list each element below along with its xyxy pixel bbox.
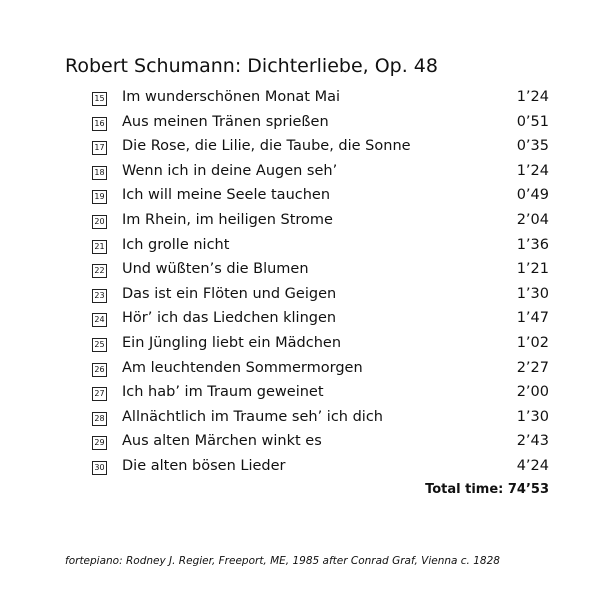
track-title: Aus alten Märchen winkt es bbox=[122, 433, 322, 450]
track-row: 19 Ich will meine Seele tauchen 0’49 bbox=[92, 187, 549, 209]
track-title: Ich hab’ im Traum geweinet bbox=[122, 384, 324, 401]
track-row: 23 Das ist ein Flöten und Geigen 1’30 bbox=[92, 286, 549, 308]
album-title: Robert Schumann: Dichterliebe, Op. 48 bbox=[65, 55, 438, 77]
track-number: 30 bbox=[92, 461, 107, 475]
track-number: 24 bbox=[92, 313, 107, 328]
track-row: 27 Ich hab’ im Traum geweinet 2’00 bbox=[92, 384, 549, 406]
track-duration: 2’00 bbox=[516, 384, 549, 401]
track-duration: 1’30 bbox=[516, 285, 549, 302]
track-title: Und wüßten’s die Blumen bbox=[122, 261, 309, 278]
track-row: 26 Am leuchtenden Sommermorgen 2’27 bbox=[92, 360, 549, 382]
track-number: 20 bbox=[92, 215, 107, 229]
track-row: 25 Ein Jüngling liebt ein Mädchen 1’02 bbox=[92, 335, 549, 357]
track-duration: 1’24 bbox=[516, 162, 549, 179]
track-title: Die alten bösen Lieder bbox=[122, 458, 286, 474]
track-duration: 0’35 bbox=[516, 138, 549, 155]
track-title: Ich grolle nicht bbox=[122, 236, 230, 253]
track-duration: 2’43 bbox=[516, 433, 549, 450]
track-title: Die Rose, die Lilie, die Taube, die Sonn… bbox=[122, 138, 411, 155]
track-row: 16 Aus meinen Tränen sprießen 0’51 bbox=[92, 114, 549, 136]
track-title: Allnächtlich im Traume seh’ ich dich bbox=[122, 408, 383, 425]
track-number: 18 bbox=[92, 165, 107, 180]
track-duration: 1’02 bbox=[516, 335, 549, 351]
track-number: 19 bbox=[92, 190, 107, 205]
track-duration: 1’36 bbox=[516, 236, 549, 253]
track-title: Im wunderschönen Monat Mai bbox=[122, 89, 341, 105]
track-duration: 4’24 bbox=[516, 458, 549, 474]
track-title: Im Rhein, im heiligen Strome bbox=[122, 212, 333, 228]
track-title: Ein Jüngling liebt ein Mädchen bbox=[122, 335, 342, 351]
track-duration: 0’51 bbox=[516, 113, 549, 130]
track-number: 29 bbox=[92, 436, 107, 451]
track-row: 17 Die Rose, die Lilie, die Taube, die So… bbox=[92, 138, 549, 160]
track-duration: 2’27 bbox=[516, 359, 549, 376]
footer-note: fortepiano: Rodney J. Regier, Freeport, … bbox=[65, 555, 500, 567]
track-title: Ich will meine Seele tauchen bbox=[122, 187, 331, 204]
track-number: 28 bbox=[92, 411, 107, 426]
track-duration: 1’30 bbox=[516, 408, 549, 425]
track-row: 22 Und wüßten’s die Blumen 1’21 bbox=[92, 261, 549, 283]
track-number: 26 bbox=[92, 362, 107, 377]
track-row: 28 Allnächtlich im Traume seh’ ich dich 1’… bbox=[92, 409, 549, 431]
track-number: 27 bbox=[92, 387, 107, 402]
track-title: Wenn ich in deine Augen seh’ bbox=[122, 162, 338, 179]
track-number: 22 bbox=[92, 264, 107, 279]
total-time: Total time: 74’53 bbox=[425, 482, 549, 497]
track-duration: 1’24 bbox=[516, 89, 549, 105]
track-duration: 2’04 bbox=[516, 212, 549, 228]
track-row: 15 Im wunderschönen Monat Mai 1’24 bbox=[92, 89, 549, 111]
track-row: 20 Im Rhein, im heiligen Strome 2’04 bbox=[92, 212, 549, 234]
track-duration: 1’47 bbox=[516, 310, 549, 327]
track-number: 21 bbox=[92, 239, 107, 254]
track-duration: 0’49 bbox=[516, 187, 549, 204]
track-number: 17 bbox=[92, 141, 107, 156]
track-row: 29 Aus alten Märchen winkt es 2’43 bbox=[92, 433, 549, 455]
track-number: 25 bbox=[92, 338, 107, 352]
track-number: 23 bbox=[92, 288, 107, 303]
track-row: 30 Die alten bösen Lieder 4’24 bbox=[92, 458, 549, 480]
track-title: Aus meinen Tränen sprießen bbox=[122, 113, 329, 130]
track-number: 16 bbox=[92, 116, 107, 131]
track-title: Hör’ ich das Liedchen klingen bbox=[122, 310, 337, 327]
track-row: 18 Wenn ich in deine Augen seh’ 1’24 bbox=[92, 163, 549, 185]
track-row: 21 Ich grolle nicht 1’36 bbox=[92, 237, 549, 259]
track-title: Am leuchtenden Sommermorgen bbox=[122, 359, 363, 376]
track-number: 15 bbox=[92, 92, 107, 106]
track-duration: 1’21 bbox=[516, 261, 549, 278]
track-row: 24 Hör’ ich das Liedchen klingen 1’47 bbox=[92, 310, 549, 332]
track-title: Das ist ein Flöten und Geigen bbox=[122, 285, 337, 302]
